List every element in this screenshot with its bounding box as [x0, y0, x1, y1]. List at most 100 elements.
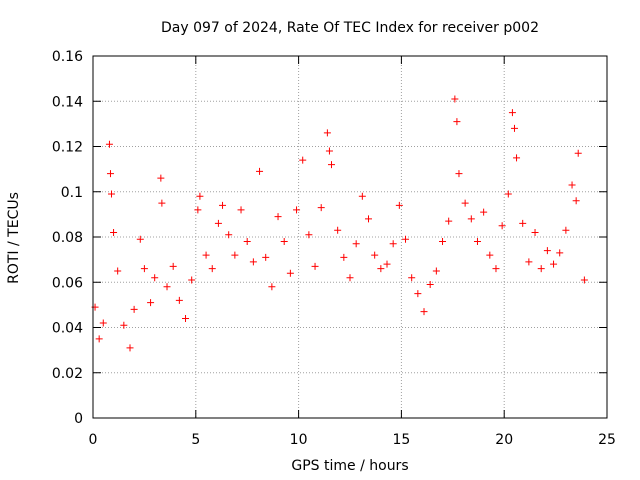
- x-tick-labels: 0 5 10 15 20 25: [89, 432, 616, 448]
- data-point: [327, 161, 335, 169]
- x-axis-title: GPS time / hours: [291, 458, 408, 474]
- data-point: [325, 147, 333, 155]
- data-point: [249, 258, 257, 266]
- data-point: [110, 228, 118, 236]
- data-point: [480, 208, 488, 216]
- y-tick-label: 0.12: [52, 140, 83, 156]
- data-point: [106, 170, 114, 178]
- data-point: [371, 251, 379, 259]
- x-tick-label: 25: [598, 432, 616, 448]
- data-point: [196, 192, 204, 200]
- data-point: [136, 235, 144, 243]
- data-point: [126, 344, 134, 352]
- data-point: [274, 213, 282, 221]
- data-point: [432, 267, 440, 275]
- data-point: [580, 276, 588, 284]
- data-point: [225, 231, 233, 239]
- y-axis-title: ROTI / TECUs: [6, 192, 22, 284]
- x-tick-label: 15: [392, 432, 410, 448]
- data-point: [574, 149, 582, 157]
- data-point: [175, 296, 183, 304]
- x-tick-label: 0: [89, 432, 98, 448]
- data-point: [473, 238, 481, 246]
- y-tick-label: 0.08: [52, 230, 83, 246]
- data-point: [157, 174, 165, 182]
- data-point: [317, 204, 325, 212]
- data-point: [562, 226, 570, 234]
- y-tick-label: 0: [74, 411, 83, 427]
- data-point: [114, 267, 122, 275]
- data-point: [256, 167, 264, 175]
- data-point: [439, 238, 447, 246]
- data-point: [510, 124, 518, 132]
- data-point: [158, 199, 166, 207]
- data-point: [389, 240, 397, 248]
- data-point: [395, 201, 403, 209]
- x-tick-label: 5: [191, 432, 200, 448]
- y-tick-label: 0.04: [52, 321, 83, 337]
- y-tick-label: 0.06: [52, 275, 83, 291]
- data-point: [219, 201, 227, 209]
- data-point: [237, 206, 245, 214]
- x-tick-label: 10: [290, 432, 308, 448]
- data-point: [105, 140, 113, 148]
- data-point: [311, 262, 319, 270]
- data-point: [140, 265, 148, 273]
- data-point: [214, 219, 222, 227]
- data-point: [537, 265, 545, 273]
- data-point: [334, 226, 342, 234]
- data-point: [169, 262, 177, 270]
- data-point: [95, 335, 103, 343]
- chart-title: Day 097 of 2024, Rate Of TEC Index for r…: [161, 20, 539, 36]
- data-point: [453, 118, 461, 126]
- data-point: [504, 190, 512, 198]
- data-point: [365, 215, 373, 223]
- data-point: [182, 314, 190, 322]
- data-point: [323, 129, 331, 137]
- data-point: [492, 265, 500, 273]
- data-point: [346, 274, 354, 282]
- data-point: [208, 265, 216, 273]
- data-point: [426, 281, 434, 289]
- data-point: [486, 251, 494, 259]
- data-point: [286, 269, 294, 277]
- data-point: [519, 219, 527, 227]
- y-tick-labels: 0 0.02 0.04 0.06 0.08 0.1 0.12 0.14 0.16: [52, 49, 83, 427]
- data-point: [151, 274, 159, 282]
- data-point: [202, 251, 210, 259]
- y-tick-label: 0.16: [52, 49, 83, 65]
- data-point: [451, 95, 459, 103]
- axis-ticks: [92, 55, 608, 419]
- data-point: [147, 299, 155, 307]
- data-point: [352, 240, 360, 248]
- data-point: [420, 308, 428, 316]
- plot-frame: [92, 55, 608, 419]
- data-point: [194, 206, 202, 214]
- data-point: [513, 154, 521, 162]
- data-point: [414, 290, 422, 298]
- data-point: [445, 217, 453, 225]
- data-point: [188, 276, 196, 284]
- data-point: [293, 206, 301, 214]
- data-point: [268, 283, 276, 291]
- data-point: [305, 231, 313, 239]
- data-point: [550, 260, 558, 268]
- data-point: [299, 156, 307, 164]
- data-point: [467, 215, 475, 223]
- data-point: [231, 251, 239, 259]
- data-point: [556, 249, 564, 257]
- data-point: [455, 170, 463, 178]
- y-tick-label: 0.14: [52, 94, 83, 110]
- data-point: [408, 274, 416, 282]
- data-point: [508, 109, 516, 117]
- data-point: [572, 197, 580, 205]
- data-point: [358, 192, 366, 200]
- data-point: [262, 253, 270, 261]
- y-tick-label: 0.02: [52, 366, 83, 382]
- data-point: [461, 199, 469, 207]
- data-point: [377, 265, 385, 273]
- grid: [93, 56, 607, 418]
- data-point: [525, 258, 533, 266]
- data-point: [340, 253, 348, 261]
- data-point: [163, 283, 171, 291]
